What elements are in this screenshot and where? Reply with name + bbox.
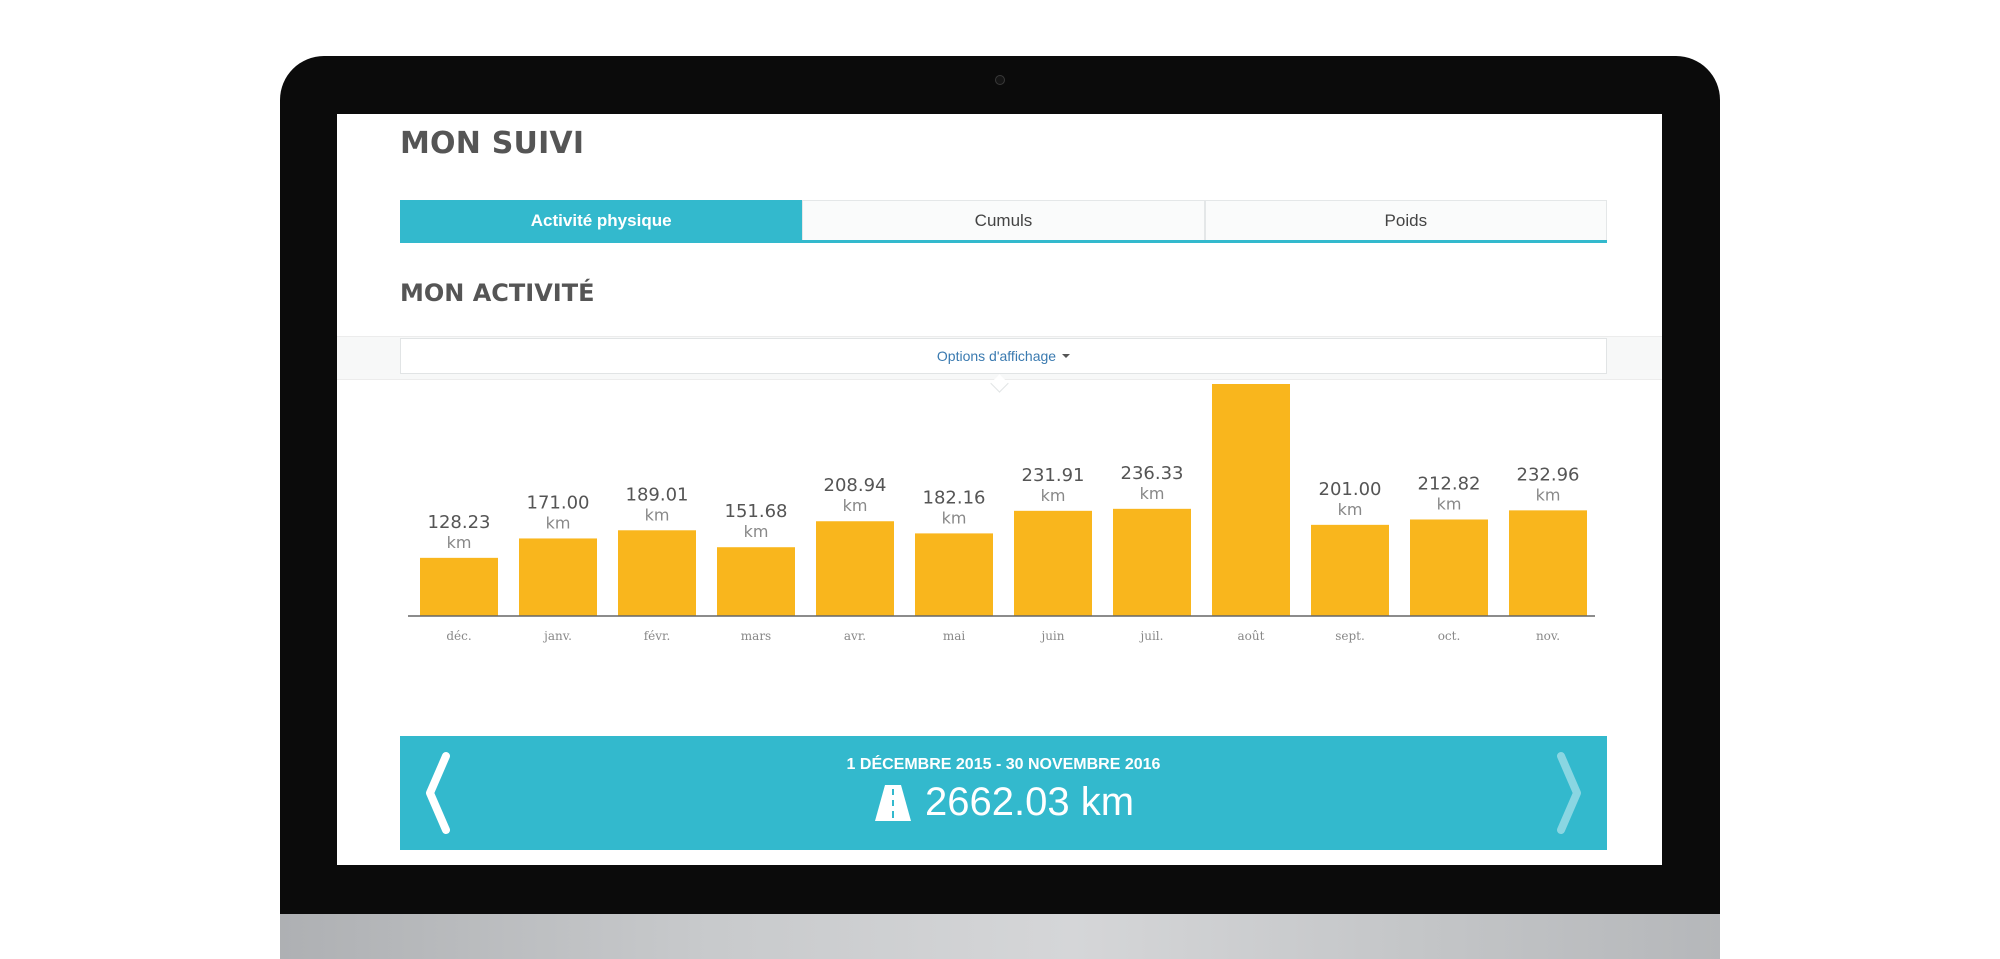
caret-down-icon	[1062, 354, 1071, 358]
bar	[1014, 510, 1092, 616]
x-tick-label: déc.	[446, 629, 471, 643]
tab-activite-physique[interactable]: Activité physique	[400, 200, 803, 240]
chevron-right-icon[interactable]	[1553, 750, 1587, 836]
monitor-stand	[280, 914, 1720, 959]
bar	[1212, 384, 1290, 616]
activity-bar-chart: 128.23kmdéc.171.00kmjanv.189.01kmfévr.15…	[408, 384, 1595, 643]
bar-value-label: 171.00	[527, 492, 590, 513]
x-tick-label: mars	[741, 629, 771, 643]
x-tick-label: janv.	[542, 629, 572, 643]
road-icon	[874, 784, 911, 821]
x-tick-label: avr.	[844, 629, 866, 643]
bar-value-label: 182.16	[923, 487, 986, 508]
bar	[816, 521, 894, 616]
tab-bar: Activité physique Cumuls Poids	[400, 200, 1607, 243]
bar-value-label: 189.01	[626, 484, 689, 505]
bar-unit-label: km	[744, 522, 769, 541]
period-label: 1 DÉCEMBRE 2015 - 30 NOVEMBRE 2016	[846, 756, 1161, 773]
bar-value-label: 151.68	[725, 501, 788, 522]
bar-unit-label: km	[1437, 494, 1462, 513]
bar-value-label: 231.91	[1022, 465, 1085, 486]
bar-unit-label: km	[1041, 486, 1066, 505]
bar	[915, 533, 993, 616]
tab-cumuls[interactable]: Cumuls	[802, 200, 1205, 240]
tab-poids[interactable]: Poids	[1204, 200, 1607, 240]
x-tick-label: juil.	[1139, 629, 1164, 643]
bar-unit-label: km	[546, 513, 571, 532]
bar-value-label: 232.96	[1517, 464, 1580, 485]
x-tick-label: mai	[943, 629, 966, 643]
summary-panel: 1 DÉCEMBRE 2015 - 30 NOVEMBRE 2016 2662.…	[400, 736, 1607, 850]
x-tick-label: févr.	[644, 629, 671, 643]
bar-value-label: 201.00	[1319, 479, 1382, 500]
bar-value-label: 236.33	[1121, 463, 1184, 484]
bar-unit-label: km	[843, 496, 868, 515]
bar	[1410, 519, 1488, 616]
chevron-left-icon[interactable]	[420, 750, 454, 836]
page-title: MON SUIVI	[400, 126, 585, 161]
bar	[1113, 508, 1191, 616]
bar	[1311, 524, 1389, 616]
bar-unit-label: km	[447, 533, 472, 552]
x-tick-label: nov.	[1536, 629, 1560, 643]
bar-unit-label: km	[645, 505, 670, 524]
bar	[717, 547, 795, 616]
bar	[519, 538, 597, 616]
x-tick-label: sept.	[1335, 629, 1365, 643]
display-options-label: Options d'affichage	[936, 348, 1057, 364]
bar	[1509, 510, 1587, 616]
x-tick-label: août	[1238, 629, 1265, 643]
camera-icon	[995, 75, 1005, 85]
bar-value-label: 208.94	[824, 475, 887, 496]
total-row: 2662.03 km	[400, 780, 1607, 825]
app-screen: MON SUIVI Activité physique Cumuls Poids…	[337, 114, 1662, 865]
bar-value-label: 128.23	[428, 512, 491, 533]
bar	[618, 530, 696, 616]
bar	[420, 557, 498, 616]
bar-unit-label: km	[942, 508, 967, 527]
bar-value-label: 212.82	[1418, 473, 1481, 494]
display-options-toggle[interactable]: Options d'affichage	[400, 338, 1607, 374]
bar-unit-label: km	[1536, 485, 1561, 504]
x-tick-label: oct.	[1438, 629, 1461, 643]
x-tick-label: juin	[1039, 629, 1064, 643]
section-title: MON ACTIVITÉ	[400, 279, 595, 307]
bar-unit-label: km	[1338, 500, 1363, 519]
total-distance: 2662.03 km	[924, 780, 1135, 824]
bar-unit-label: km	[1140, 484, 1165, 503]
